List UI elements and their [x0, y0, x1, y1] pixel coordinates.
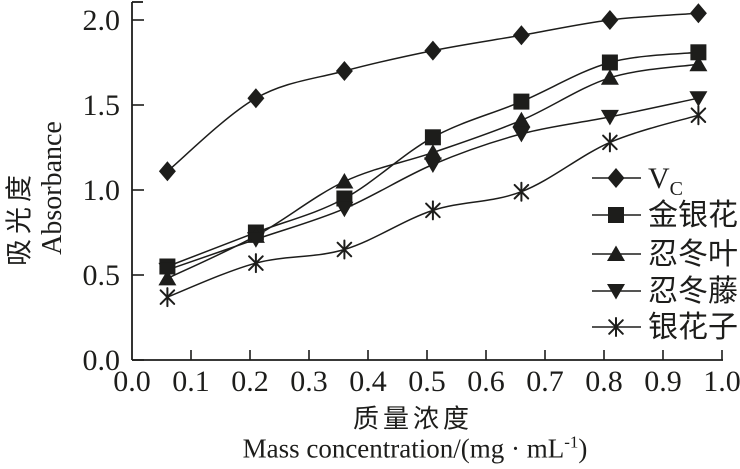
- triangle-down-marker: [335, 201, 354, 218]
- y-axis-label-chinese: 吸光度: [4, 170, 35, 266]
- square-marker: [690, 44, 707, 61]
- legend-item-2: 忍冬叶: [592, 238, 738, 271]
- asterisk-marker: [690, 105, 707, 126]
- x-axis-label-english: Mass concentration/(mg · mL-1): [243, 434, 588, 465]
- triangle-down-marker: [512, 126, 531, 143]
- asterisk-marker: [159, 287, 176, 308]
- legend-item-4: 银花子: [592, 311, 738, 344]
- diamond-marker: [601, 10, 619, 30]
- triangle-down-marker: [158, 262, 177, 279]
- x-tick-label: 0.0: [113, 365, 151, 398]
- legend-item-1: 金银花: [592, 199, 738, 232]
- diamond-marker: [689, 3, 707, 24]
- legend-item-0: VC: [592, 162, 683, 200]
- y-tick-label: 1.0: [83, 174, 121, 207]
- x-tick-label: 0.8: [585, 365, 623, 398]
- x-tick-label: 0.4: [349, 365, 387, 398]
- triangle-up-marker: [600, 69, 619, 85]
- triangle-down-marker: [600, 109, 619, 126]
- square-marker: [601, 54, 618, 71]
- series-markers-4: [159, 105, 707, 308]
- triangle-down-marker: [607, 284, 625, 300]
- diamond-marker: [335, 61, 353, 81]
- x-axis-unit-text: Mass concentration/(mg · mL: [242, 433, 565, 464]
- x-tick-label: 0.1: [172, 365, 210, 398]
- triangle-up-marker: [607, 245, 625, 261]
- triangle-up-marker: [689, 55, 708, 72]
- square-marker: [608, 207, 624, 223]
- square-marker: [513, 93, 530, 110]
- asterisk-marker: [513, 181, 530, 202]
- x-tick-label: 0.5: [408, 365, 446, 398]
- square-marker: [424, 129, 441, 146]
- legend-item-3: 忍冬藤: [592, 275, 738, 308]
- legend-label: 金银花: [648, 199, 738, 232]
- legend-label: 银花子: [648, 311, 738, 344]
- series-markers-0: [158, 3, 707, 182]
- asterisk-marker: [602, 132, 618, 153]
- diamond-marker: [512, 25, 530, 46]
- legend-label: 忍冬藤: [648, 275, 738, 308]
- triangle-up-marker: [512, 111, 531, 128]
- y-ticks: 0.0 0.5 1.0 1.5 2.0: [83, 4, 144, 377]
- x-ticks: 0.0 0.1 0.2 0.3 0.4 0.5 0.6 0.7 0.8 0.9 1.0: [113, 350, 740, 398]
- y-tick-label: 1.5: [83, 89, 121, 122]
- triangle-down-marker: [246, 232, 265, 248]
- x-axis-unit-exponent: -1: [564, 432, 579, 452]
- y-tick-label: 2.0: [83, 4, 121, 37]
- diamond-marker: [607, 168, 625, 188]
- y-axis-label-english: Absorbance: [37, 121, 68, 255]
- y-tick-label: 0.0: [83, 344, 121, 377]
- asterisk-marker: [608, 317, 624, 337]
- x-axis-label-chinese: 质量浓度: [352, 404, 474, 434]
- diamond-marker: [424, 40, 442, 61]
- x-tick-label: 0.9: [644, 365, 682, 398]
- y-tick-label: 0.5: [83, 259, 121, 292]
- triangle-down-marker: [423, 157, 442, 173]
- diamond-marker: [158, 161, 176, 182]
- asterisk-marker: [425, 200, 441, 221]
- triangle-up-marker: [335, 173, 354, 189]
- x-tick-label: 0.3: [290, 365, 328, 398]
- series-markers-3: [158, 91, 708, 279]
- x-axis-unit-close: ): [578, 433, 588, 464]
- x-tick-label: 0.2: [231, 365, 269, 398]
- x-tick-label: 0.6: [467, 365, 505, 398]
- legend-label: 忍冬叶: [648, 238, 738, 271]
- triangle-up-marker: [423, 144, 442, 160]
- triangle-down-marker: [689, 91, 708, 107]
- x-tick-label: 1.0: [703, 365, 740, 398]
- diamond-marker: [247, 88, 265, 109]
- legend-label: VC: [648, 162, 683, 200]
- asterisk-marker: [336, 239, 353, 260]
- asterisk-marker: [248, 253, 264, 274]
- axes: [131, 1, 723, 361]
- x-tick-label: 0.7: [526, 365, 564, 398]
